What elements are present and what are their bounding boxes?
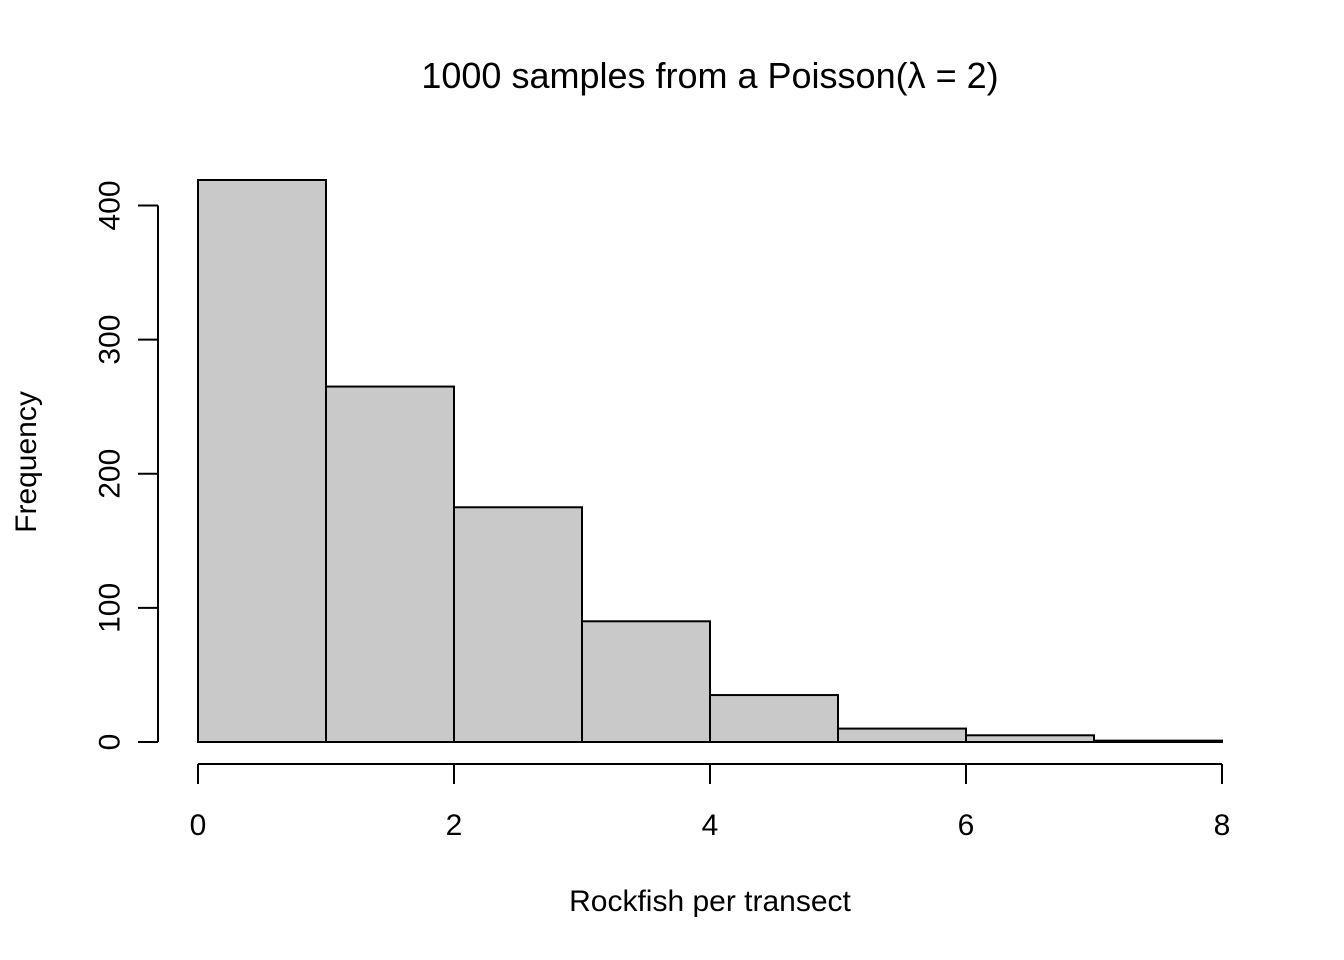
histogram-bar-2 [453, 506, 583, 744]
histogram-bar-0 [197, 179, 327, 743]
y-tick-label-4: 400 [94, 180, 127, 230]
chart-title: 1000 samples from a Poisson(λ = 2) [421, 55, 998, 96]
histogram-bar-7 [1093, 739, 1223, 743]
x-tick-label-2: 4 [702, 809, 719, 842]
x-tick-label-0: 0 [190, 809, 207, 842]
histogram-bar-4 [709, 694, 839, 743]
histogram-bar-1 [325, 385, 455, 743]
bars-group [197, 179, 1223, 744]
x-axis: 0 2 4 6 8 [190, 763, 1231, 842]
x-tick-label-4: 8 [1214, 809, 1231, 842]
y-tick-label-2: 200 [94, 449, 127, 499]
y-tick-label-1: 100 [94, 583, 127, 633]
y-axis: 0 100 200 300 400 [94, 180, 159, 750]
x-tick-label-1: 2 [446, 809, 463, 842]
histogram-bar-5 [837, 727, 967, 743]
x-tick-label-3: 6 [958, 809, 975, 842]
histogram-bar-3 [581, 620, 711, 743]
y-tick-label-0: 0 [94, 734, 127, 751]
histogram-bar-6 [965, 734, 1095, 744]
y-axis-label: Frequency [10, 391, 43, 533]
y-tick-label-3: 300 [94, 315, 127, 365]
x-axis-label: Rockfish per transect [569, 885, 851, 918]
